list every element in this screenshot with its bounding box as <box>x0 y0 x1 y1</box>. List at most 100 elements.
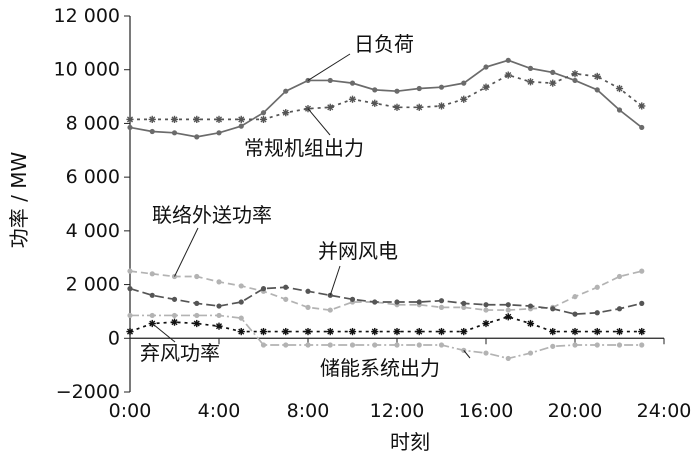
series-point <box>194 134 200 140</box>
axes: −2000 0 2 000 4 000 6 000 8 000 10 000 12 000 0:… <box>54 5 692 422</box>
series-point <box>438 298 445 304</box>
series-point <box>148 115 156 123</box>
series-point <box>437 327 446 336</box>
series-point <box>594 284 600 290</box>
series-point <box>348 327 357 336</box>
y-tick-label: 2 000 <box>66 274 120 296</box>
y-tick-label: 4 000 <box>66 220 120 242</box>
x-tick-label: 4:00 <box>198 400 241 422</box>
series-point <box>260 286 267 292</box>
series-point <box>527 65 534 71</box>
series-point <box>593 72 601 81</box>
series-point <box>194 312 200 319</box>
series-point <box>282 109 290 117</box>
series-point <box>259 115 268 123</box>
series-point <box>638 327 646 336</box>
series-point <box>260 342 267 348</box>
series-point <box>572 77 578 84</box>
annotation-label: 弃风功率 <box>140 341 220 365</box>
series-point <box>460 327 468 336</box>
series-point <box>126 115 134 123</box>
annotation-label: 并网风电 <box>318 239 398 263</box>
x-tick-label: 16:00 <box>459 400 514 422</box>
series-point <box>216 130 222 136</box>
series-point <box>461 300 467 306</box>
x-tick-label: 8:00 <box>287 400 330 422</box>
series-point <box>394 342 400 348</box>
series-point <box>171 130 178 136</box>
series-point <box>550 69 556 75</box>
series-point <box>460 95 468 103</box>
series-point <box>216 312 222 319</box>
series-point <box>170 115 179 123</box>
series-point <box>127 312 133 319</box>
series-point <box>483 350 489 356</box>
series-point <box>571 327 579 336</box>
annotation-leader <box>329 265 341 296</box>
series-point <box>461 304 467 310</box>
series-point <box>504 313 512 321</box>
series-point <box>505 57 511 63</box>
series-point <box>526 319 535 328</box>
series-point <box>126 327 134 336</box>
series-point <box>215 115 223 123</box>
series-point <box>283 296 289 302</box>
series-point <box>216 303 222 309</box>
series-point <box>639 342 645 348</box>
series-point <box>171 312 178 319</box>
series-point <box>327 307 333 313</box>
x-tick-label: 0:00 <box>109 400 152 422</box>
y-tick-label: −2000 <box>56 381 120 403</box>
y-tick-label: 8 000 <box>66 112 120 134</box>
series-point <box>149 312 155 319</box>
series-point <box>349 342 356 348</box>
y-axis-title: 功率 / MW <box>7 152 31 249</box>
series-point <box>483 307 489 313</box>
annotation-leader <box>307 108 331 136</box>
series-point <box>616 273 623 280</box>
series-point <box>393 103 401 111</box>
series-point <box>438 84 445 90</box>
series-point <box>505 355 511 362</box>
series-point <box>527 303 534 309</box>
series-point <box>416 85 422 92</box>
series-point <box>304 327 312 336</box>
series-point <box>572 294 578 300</box>
series-point <box>572 311 578 317</box>
series-point <box>283 284 289 290</box>
series-point <box>572 342 578 348</box>
series-point <box>305 288 311 294</box>
series-point <box>259 327 268 336</box>
series-point <box>127 124 133 131</box>
series-point <box>549 79 557 87</box>
series-point <box>194 300 200 306</box>
series-point <box>616 306 623 312</box>
series-point <box>127 286 133 292</box>
series-layer <box>126 57 646 362</box>
series-point <box>393 327 401 336</box>
series-point <box>149 128 155 135</box>
annotation-leader <box>174 227 199 277</box>
series-point <box>149 292 155 298</box>
series-point <box>483 64 489 70</box>
series-point <box>305 304 311 310</box>
annotation-label: 日负荷 <box>354 32 414 56</box>
series-point <box>416 299 422 305</box>
series-point <box>505 307 511 313</box>
series-point <box>482 319 490 328</box>
series-point <box>216 279 222 285</box>
series-point <box>438 304 445 310</box>
series-point <box>394 299 400 305</box>
series-point <box>238 123 244 129</box>
series-point <box>594 342 600 348</box>
series-line <box>129 270 642 311</box>
series-point <box>594 87 600 93</box>
series-point <box>504 71 512 79</box>
series-line <box>130 72 643 121</box>
annotation-label: 联络外送功率 <box>152 203 272 227</box>
series-point <box>593 327 601 336</box>
series-point <box>237 115 245 123</box>
series-point <box>237 327 245 336</box>
